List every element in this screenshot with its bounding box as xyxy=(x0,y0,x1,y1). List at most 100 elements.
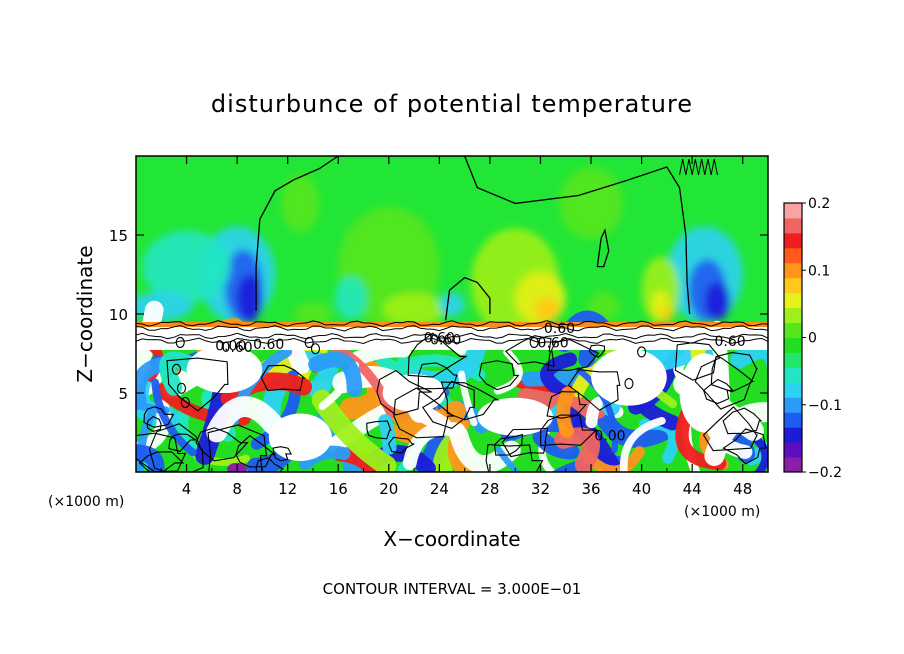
x-unit-right: (×1000 m) xyxy=(684,504,760,520)
colorbar-swatch xyxy=(784,442,802,458)
contour-eddy xyxy=(272,446,293,462)
contour-zero xyxy=(255,156,691,315)
y-tick-label: 5 xyxy=(118,385,128,403)
contour-label: 0.60 xyxy=(430,332,461,348)
contour-ring xyxy=(637,346,647,358)
contour-eddy xyxy=(703,378,735,405)
colorbar-swatch xyxy=(784,203,802,219)
contour-eddy xyxy=(694,356,755,410)
x-unit-left: (×1000 m) xyxy=(48,494,124,510)
x-tick-label: 36 xyxy=(581,480,600,498)
colorbar-tick-label: −0.1 xyxy=(808,398,842,414)
contour-eddy xyxy=(417,362,458,390)
colorbar-swatch xyxy=(784,397,802,413)
x-tick-label: 48 xyxy=(733,480,752,498)
contour-eddy xyxy=(146,415,162,432)
contour-lines xyxy=(136,156,768,472)
colorbar-swatch xyxy=(784,217,802,234)
colorbar-tick-label: 0 xyxy=(808,331,817,347)
x-tick-label: 16 xyxy=(329,480,348,498)
chart-title: disturbunce of potential temperature xyxy=(211,90,693,118)
colorbar-swatch xyxy=(784,247,802,264)
contour-eddy xyxy=(207,424,268,472)
colorbar-swatch xyxy=(784,352,802,368)
neutral-band-top xyxy=(136,322,768,327)
contour-labels: 0.600.600.600.60 0.600.600.600.000.00 xyxy=(215,321,745,444)
contour-eddy xyxy=(235,434,277,468)
colorbar-swatch xyxy=(784,262,802,279)
contour-label: 0.00 xyxy=(215,339,246,355)
contour-eddy xyxy=(674,342,721,381)
contour-label: 0.60 xyxy=(714,334,745,350)
contour-eddy xyxy=(722,428,767,465)
colorbar-tick-label: 0.1 xyxy=(808,263,830,279)
colorbar-swatch xyxy=(784,277,802,294)
contour-band xyxy=(136,337,768,344)
colorbar-swatch xyxy=(784,232,802,249)
contour-label: 0.00 xyxy=(594,429,625,445)
colorbar-tick-label: 0.2 xyxy=(808,196,830,212)
neutral-band xyxy=(136,326,768,350)
contour-band xyxy=(136,320,768,327)
contour-eddy xyxy=(547,339,600,371)
contour-band xyxy=(136,332,768,340)
contour-eddy xyxy=(260,364,306,392)
contour-ring xyxy=(175,336,185,348)
x-tick-label: 12 xyxy=(278,480,297,498)
contour-label: 0.60 xyxy=(544,321,575,337)
contour-eddy xyxy=(148,423,204,472)
colorbar-tick-label: −0.2 xyxy=(808,465,842,481)
colorbar-swatch xyxy=(784,307,802,324)
contour-eddy xyxy=(138,451,185,472)
contour-small xyxy=(596,228,610,268)
colorbar-swatch xyxy=(784,292,802,309)
y-tick-label: 15 xyxy=(109,227,128,245)
contour-eddy xyxy=(143,406,175,428)
y-axis-label: Z−coordinate xyxy=(73,245,97,382)
contour-ring xyxy=(310,343,321,355)
contour-eddy xyxy=(504,335,555,367)
y-axis: 5 10 15 xyxy=(109,227,768,403)
x-axis-label: X−coordinate xyxy=(383,527,520,551)
contour-ring xyxy=(176,382,187,394)
x-tick-label: 28 xyxy=(480,480,499,498)
contour-ring xyxy=(171,363,181,375)
contour-ring xyxy=(180,396,190,409)
contour-eddy xyxy=(710,352,758,393)
contour-eddy xyxy=(540,414,598,447)
contour-label: 0.60 xyxy=(222,340,253,356)
contour-eddy xyxy=(195,427,249,462)
contour-eddy xyxy=(366,420,392,440)
colorbar-swatch xyxy=(784,322,802,338)
upper-layer-field xyxy=(136,167,743,337)
x-tick-label: 4 xyxy=(182,480,192,498)
colorbar-swatch xyxy=(784,367,802,383)
y-tick-label: 10 xyxy=(109,306,128,324)
plot-area: 0.600.600.600.60 0.600.600.600.000.00 xyxy=(136,156,768,472)
contour-eddy xyxy=(722,407,763,435)
contour-eddy xyxy=(546,391,588,419)
x-tick-label: 20 xyxy=(379,480,398,498)
x-tick-label: 44 xyxy=(683,480,702,498)
contour-interval: CONTOUR INTERVAL = 3.000E−01 xyxy=(323,580,582,598)
contour-eddy xyxy=(422,380,475,430)
contour-ring xyxy=(624,377,634,390)
contour-ring xyxy=(304,336,314,348)
contour-eddy xyxy=(501,427,549,458)
colorbar-swatch xyxy=(784,457,802,473)
colorbar-swatch xyxy=(784,337,802,353)
contour-label: 0.60 xyxy=(424,331,455,347)
contour-eddy xyxy=(702,406,758,452)
colorbar-swatch xyxy=(784,382,802,398)
contour-eddy xyxy=(376,369,432,416)
x-tick-label: 40 xyxy=(632,480,651,498)
contour-eddy xyxy=(588,344,606,358)
contour-jagged xyxy=(679,159,718,176)
contour-band xyxy=(136,324,768,332)
contour-ring xyxy=(529,336,539,348)
colorbar: 0.2 0.1 0 −0.1 −0.2 xyxy=(783,196,842,481)
contour-eddy xyxy=(567,369,621,411)
contour-eddy xyxy=(478,360,520,391)
x-tick-label: 8 xyxy=(232,480,242,498)
